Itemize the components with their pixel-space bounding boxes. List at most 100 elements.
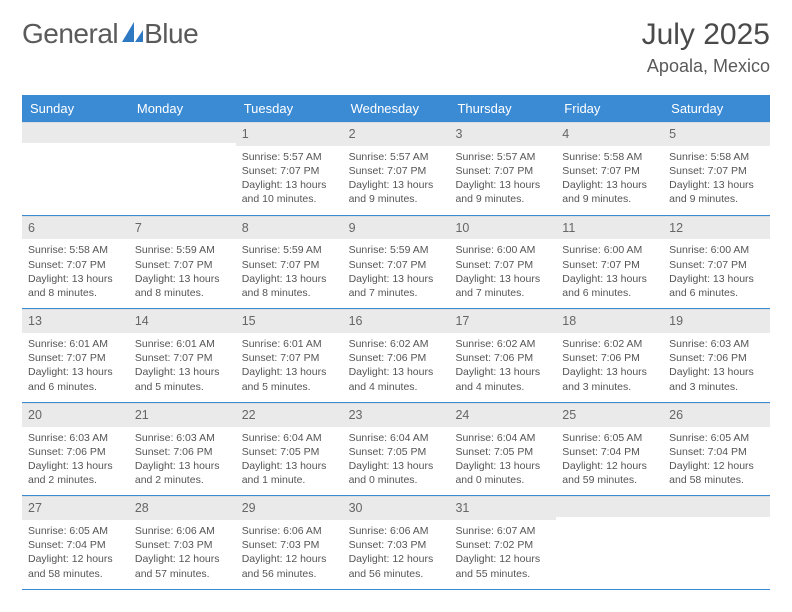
day-number: 18	[556, 309, 663, 333]
day-cell: 1Sunrise: 5:57 AMSunset: 7:07 PMDaylight…	[236, 122, 343, 215]
empty-cell	[556, 496, 663, 589]
day-number: 8	[236, 216, 343, 240]
daylight-line: Daylight: 12 hours and 57 minutes.	[135, 552, 230, 580]
day-number: 4	[556, 122, 663, 146]
daylight-line: Daylight: 13 hours and 6 minutes.	[669, 272, 764, 300]
day-body: Sunrise: 6:03 AMSunset: 7:06 PMDaylight:…	[663, 333, 770, 402]
sunset-line: Sunset: 7:06 PM	[349, 351, 444, 365]
day-number: 17	[449, 309, 556, 333]
week-row: 6Sunrise: 5:58 AMSunset: 7:07 PMDaylight…	[22, 216, 770, 310]
week-row: 1Sunrise: 5:57 AMSunset: 7:07 PMDaylight…	[22, 122, 770, 216]
sunrise-line: Sunrise: 6:00 AM	[562, 243, 657, 257]
calendar: SundayMondayTuesdayWednesdayThursdayFrid…	[22, 95, 770, 590]
sunset-line: Sunset: 7:07 PM	[28, 258, 123, 272]
day-body: Sunrise: 5:58 AMSunset: 7:07 PMDaylight:…	[663, 146, 770, 215]
day-body: Sunrise: 6:06 AMSunset: 7:03 PMDaylight:…	[129, 520, 236, 589]
day-body: Sunrise: 5:59 AMSunset: 7:07 PMDaylight:…	[343, 239, 450, 308]
day-body: Sunrise: 6:04 AMSunset: 7:05 PMDaylight:…	[343, 427, 450, 496]
day-number: 22	[236, 403, 343, 427]
daylight-line: Daylight: 13 hours and 9 minutes.	[562, 178, 657, 206]
header: General Blue July 2025 Apoala, Mexico	[22, 18, 770, 77]
weekday-header-row: SundayMondayTuesdayWednesdayThursdayFrid…	[22, 95, 770, 122]
day-number: 15	[236, 309, 343, 333]
day-number: 11	[556, 216, 663, 240]
sunrise-line: Sunrise: 6:03 AM	[669, 337, 764, 351]
daylight-line: Daylight: 13 hours and 6 minutes.	[562, 272, 657, 300]
day-cell: 28Sunrise: 6:06 AMSunset: 7:03 PMDayligh…	[129, 496, 236, 589]
day-cell: 5Sunrise: 5:58 AMSunset: 7:07 PMDaylight…	[663, 122, 770, 215]
day-number: 5	[663, 122, 770, 146]
sunset-line: Sunset: 7:07 PM	[455, 164, 550, 178]
sunset-line: Sunset: 7:07 PM	[242, 351, 337, 365]
sunset-line: Sunset: 7:06 PM	[455, 351, 550, 365]
day-body: Sunrise: 5:57 AMSunset: 7:07 PMDaylight:…	[449, 146, 556, 215]
day-number: 19	[663, 309, 770, 333]
day-number: 9	[343, 216, 450, 240]
daylight-line: Daylight: 13 hours and 0 minutes.	[455, 459, 550, 487]
daylight-line: Daylight: 13 hours and 9 minutes.	[349, 178, 444, 206]
day-number: 20	[22, 403, 129, 427]
day-number: 1	[236, 122, 343, 146]
day-number: 30	[343, 496, 450, 520]
logo-text-right: Blue	[144, 18, 198, 50]
sunset-line: Sunset: 7:05 PM	[349, 445, 444, 459]
day-body: Sunrise: 5:59 AMSunset: 7:07 PMDaylight:…	[129, 239, 236, 308]
day-body: Sunrise: 6:02 AMSunset: 7:06 PMDaylight:…	[343, 333, 450, 402]
sunset-line: Sunset: 7:07 PM	[242, 258, 337, 272]
sunset-line: Sunset: 7:05 PM	[455, 445, 550, 459]
sunset-line: Sunset: 7:07 PM	[562, 164, 657, 178]
day-body: Sunrise: 6:02 AMSunset: 7:06 PMDaylight:…	[449, 333, 556, 402]
sunrise-line: Sunrise: 5:59 AM	[242, 243, 337, 257]
daylight-line: Daylight: 13 hours and 9 minutes.	[455, 178, 550, 206]
day-body: Sunrise: 6:01 AMSunset: 7:07 PMDaylight:…	[129, 333, 236, 402]
sunrise-line: Sunrise: 5:59 AM	[349, 243, 444, 257]
day-number: 31	[449, 496, 556, 520]
sunrise-line: Sunrise: 6:07 AM	[455, 524, 550, 538]
day-cell: 29Sunrise: 6:06 AMSunset: 7:03 PMDayligh…	[236, 496, 343, 589]
day-cell: 22Sunrise: 6:04 AMSunset: 7:05 PMDayligh…	[236, 403, 343, 496]
sunrise-line: Sunrise: 6:05 AM	[669, 431, 764, 445]
daylight-line: Daylight: 13 hours and 2 minutes.	[28, 459, 123, 487]
sunset-line: Sunset: 7:03 PM	[135, 538, 230, 552]
day-cell: 9Sunrise: 5:59 AMSunset: 7:07 PMDaylight…	[343, 216, 450, 309]
day-body: Sunrise: 6:06 AMSunset: 7:03 PMDaylight:…	[343, 520, 450, 589]
day-cell: 16Sunrise: 6:02 AMSunset: 7:06 PMDayligh…	[343, 309, 450, 402]
daylight-line: Daylight: 13 hours and 0 minutes.	[349, 459, 444, 487]
sunrise-line: Sunrise: 6:06 AM	[135, 524, 230, 538]
day-body: Sunrise: 6:06 AMSunset: 7:03 PMDaylight:…	[236, 520, 343, 589]
day-cell: 15Sunrise: 6:01 AMSunset: 7:07 PMDayligh…	[236, 309, 343, 402]
sunrise-line: Sunrise: 5:57 AM	[349, 150, 444, 164]
day-cell: 2Sunrise: 5:57 AMSunset: 7:07 PMDaylight…	[343, 122, 450, 215]
empty-cell	[663, 496, 770, 589]
day-body: Sunrise: 6:05 AMSunset: 7:04 PMDaylight:…	[556, 427, 663, 496]
empty-cell	[129, 122, 236, 215]
daylight-line: Daylight: 13 hours and 3 minutes.	[562, 365, 657, 393]
daylight-line: Daylight: 12 hours and 56 minutes.	[349, 552, 444, 580]
day-number: 25	[556, 403, 663, 427]
weekday-header: Sunday	[22, 95, 129, 122]
daylight-line: Daylight: 12 hours and 58 minutes.	[28, 552, 123, 580]
sunrise-line: Sunrise: 6:01 AM	[242, 337, 337, 351]
daylight-line: Daylight: 12 hours and 58 minutes.	[669, 459, 764, 487]
day-body: Sunrise: 6:05 AMSunset: 7:04 PMDaylight:…	[663, 427, 770, 496]
day-body: Sunrise: 6:05 AMSunset: 7:04 PMDaylight:…	[22, 520, 129, 589]
sunrise-line: Sunrise: 6:01 AM	[28, 337, 123, 351]
day-number: 10	[449, 216, 556, 240]
day-body: Sunrise: 6:00 AMSunset: 7:07 PMDaylight:…	[449, 239, 556, 308]
week-row: 20Sunrise: 6:03 AMSunset: 7:06 PMDayligh…	[22, 403, 770, 497]
day-cell: 21Sunrise: 6:03 AMSunset: 7:06 PMDayligh…	[129, 403, 236, 496]
day-body: Sunrise: 5:59 AMSunset: 7:07 PMDaylight:…	[236, 239, 343, 308]
day-number: 2	[343, 122, 450, 146]
sunset-line: Sunset: 7:06 PM	[669, 351, 764, 365]
daylight-line: Daylight: 13 hours and 9 minutes.	[669, 178, 764, 206]
sunrise-line: Sunrise: 5:58 AM	[28, 243, 123, 257]
sunset-line: Sunset: 7:04 PM	[28, 538, 123, 552]
day-cell: 30Sunrise: 6:06 AMSunset: 7:03 PMDayligh…	[343, 496, 450, 589]
day-body: Sunrise: 6:07 AMSunset: 7:02 PMDaylight:…	[449, 520, 556, 589]
day-cell: 18Sunrise: 6:02 AMSunset: 7:06 PMDayligh…	[556, 309, 663, 402]
day-body: Sunrise: 5:57 AMSunset: 7:07 PMDaylight:…	[343, 146, 450, 215]
day-body	[663, 517, 770, 567]
day-number: 13	[22, 309, 129, 333]
day-number: 23	[343, 403, 450, 427]
sunset-line: Sunset: 7:03 PM	[349, 538, 444, 552]
